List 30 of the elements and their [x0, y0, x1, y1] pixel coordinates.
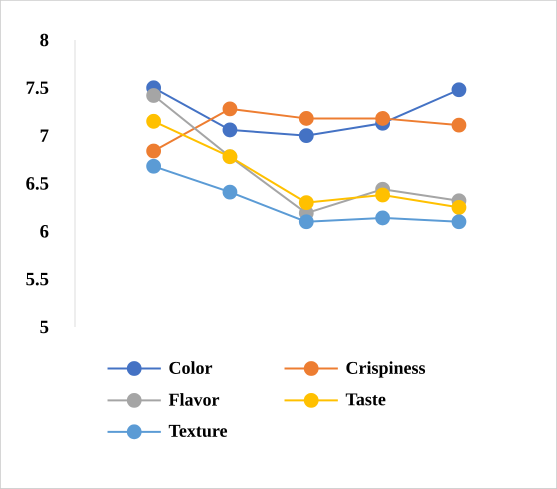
point: [146, 114, 162, 129]
point: [222, 101, 238, 116]
y-tick-label: 8: [40, 34, 48, 46]
point: [452, 200, 466, 215]
point: [298, 111, 314, 126]
point: [146, 88, 162, 103]
point: [222, 122, 238, 138]
point: [375, 210, 390, 226]
point: [146, 144, 162, 158]
y-tick-label: 7.5: [26, 82, 48, 94]
legend-label: Color: [169, 361, 212, 374]
point: [375, 111, 390, 126]
point: [452, 82, 466, 98]
y-tick-label: 5: [40, 320, 48, 334]
legend-label: Flavor: [168, 393, 220, 406]
point: [375, 188, 390, 202]
point: [146, 158, 162, 174]
legend-label: Crispiness: [346, 361, 426, 378]
y-tick-label: 5.5: [26, 272, 48, 286]
point: [222, 184, 238, 200]
point: [298, 214, 314, 230]
y-tick-label: 7: [40, 130, 49, 142]
legend-label: Texture: [168, 424, 228, 437]
legend-label: Taste: [346, 393, 386, 406]
y-tick-label: 6: [40, 225, 48, 238]
point: [298, 128, 314, 144]
point: [452, 118, 466, 133]
point: [298, 195, 314, 210]
y-tick-label: 6.5: [26, 177, 48, 190]
point: [452, 214, 466, 230]
